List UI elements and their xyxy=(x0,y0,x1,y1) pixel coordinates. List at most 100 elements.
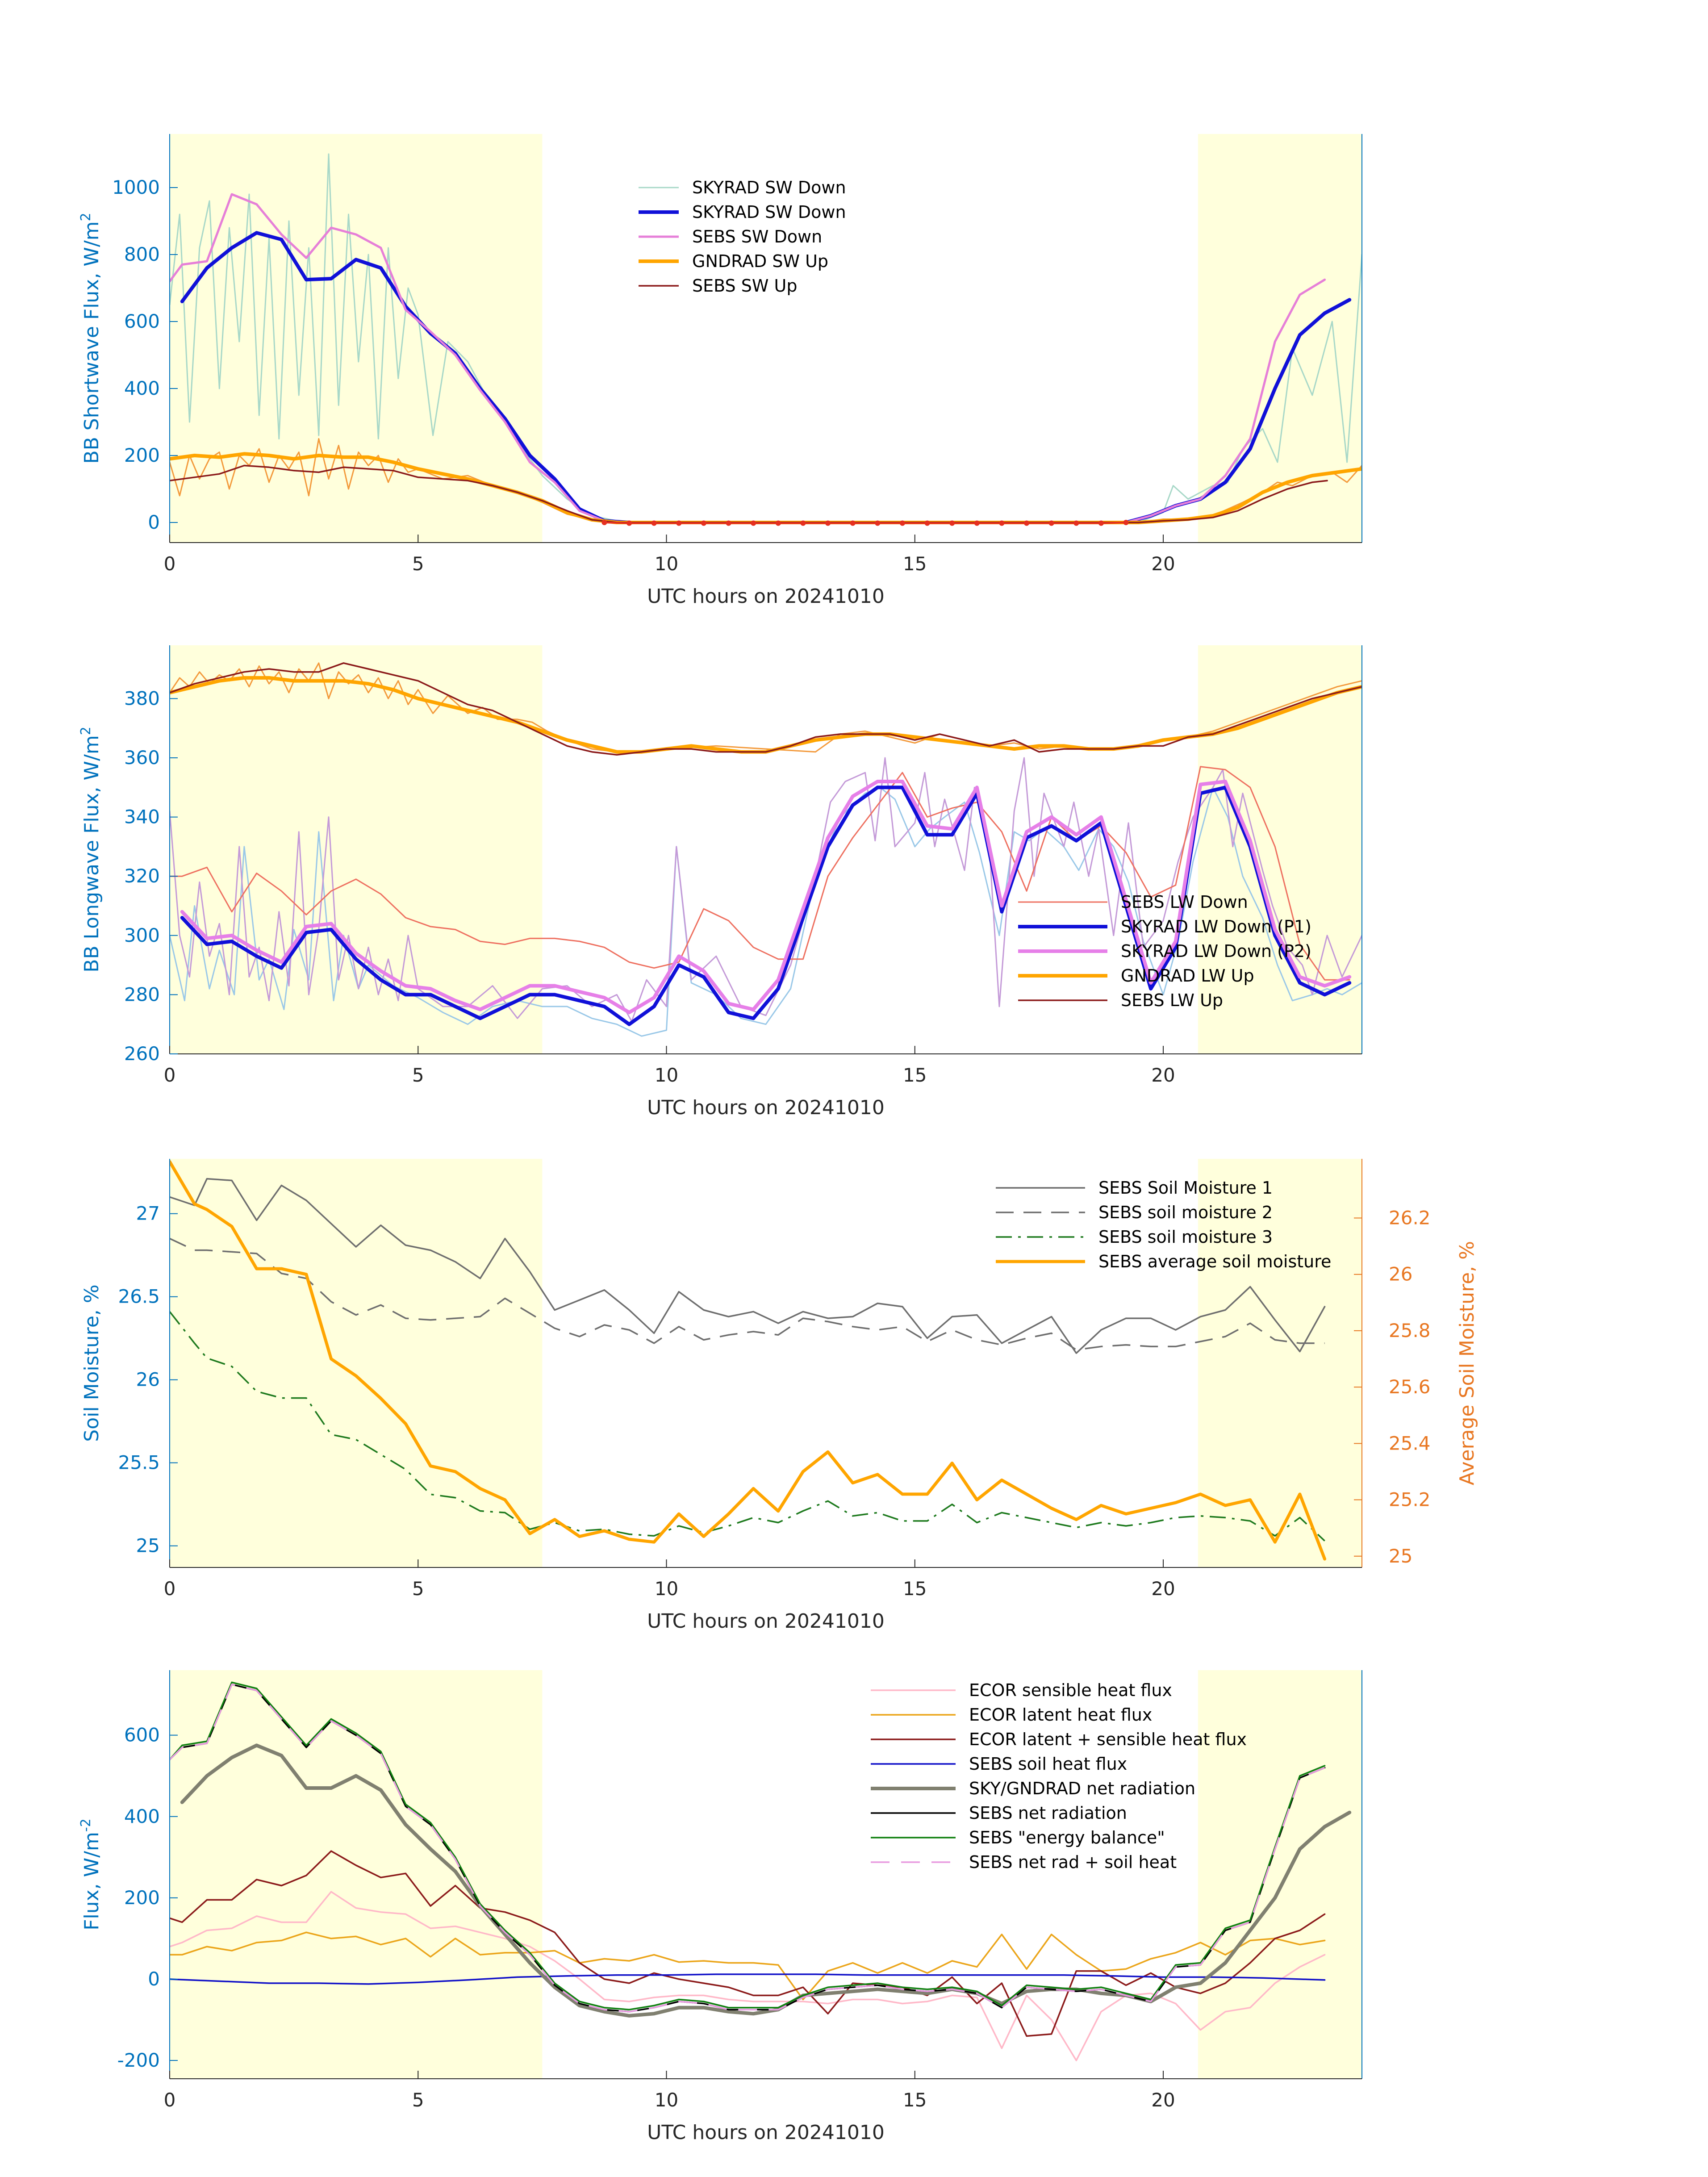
y-axis-label: BB Longwave Flux, W/m2 xyxy=(78,727,103,973)
y-tick-label: 27 xyxy=(136,1203,160,1224)
legend-label: SEBS net radiation xyxy=(969,1803,1127,1823)
y-tick-label: -200 xyxy=(117,2049,160,2071)
x-axis-label: UTC hours on 20241010 xyxy=(647,585,885,608)
legend-label: SEBS average soil moisture xyxy=(1098,1252,1331,1271)
legend-label: SEBS soil heat flux xyxy=(969,1754,1127,1774)
data-point-marker xyxy=(825,520,831,526)
legend-label: SKYRAD SW Down xyxy=(692,178,846,197)
legend-label: SEBS net rad + soil heat xyxy=(969,1852,1177,1872)
y-tick-label: 26 xyxy=(136,1369,160,1391)
y-tick-label: 25.5 xyxy=(118,1452,160,1474)
data-point-marker xyxy=(949,520,955,526)
y-tick-label: 300 xyxy=(124,924,160,946)
series-line-sebs-soil-moisture-2 xyxy=(170,1237,1325,1351)
x-tick-label: 20 xyxy=(1151,1064,1175,1086)
legend-label: SKY/GNDRAD net radiation xyxy=(969,1779,1195,1798)
y-tick-label: 26.5 xyxy=(118,1286,160,1308)
data-point-marker xyxy=(999,520,1005,526)
legend-label: GNDRAD SW Up xyxy=(692,251,828,271)
y-axis-label-superscript: -2 xyxy=(78,1818,94,1832)
x-tick-label: 0 xyxy=(164,1064,176,1086)
series-line-sebs-sw-up xyxy=(170,464,1328,523)
legend-label: SEBS soil moisture 2 xyxy=(1098,1203,1273,1222)
series-line-sebs-lw-down xyxy=(170,766,1350,981)
data-point-marker xyxy=(701,520,706,526)
night-shade-band xyxy=(170,1670,543,2079)
night-shade-band xyxy=(170,134,543,543)
y-right-tick-label: 26.2 xyxy=(1389,1207,1431,1229)
legend-label: SEBS "energy balance" xyxy=(969,1828,1165,1847)
x-tick-label: 10 xyxy=(655,553,678,575)
data-point-marker xyxy=(974,520,980,526)
data-point-marker xyxy=(1098,520,1104,526)
legend-label: SEBS LW Down xyxy=(1121,892,1248,912)
series-line-sebs-soil-moisture-3 xyxy=(170,1311,1325,1542)
y-right-tick-label: 25.4 xyxy=(1389,1432,1431,1454)
y-tick-label: 200 xyxy=(124,444,160,466)
plot-area xyxy=(170,153,1362,526)
y-axis-label-text: Soil Moisture, % xyxy=(80,1284,103,1442)
x-tick-label: 5 xyxy=(412,1064,424,1086)
x-tick-label: 0 xyxy=(164,553,176,575)
legend-label: SKYRAD LW Down (P2) xyxy=(1121,941,1311,961)
legend-label: SKYRAD LW Down (P1) xyxy=(1121,917,1311,936)
legend-label: SEBS LW Up xyxy=(1121,990,1223,1010)
night-shade-band xyxy=(1198,134,1362,543)
series-line-ecor-latent-heat-flux xyxy=(170,1931,1326,2001)
data-point-marker xyxy=(850,520,856,526)
x-tick-label: 15 xyxy=(903,553,927,575)
chart-panel-soil: 0 5 10 15 20 25 25.5 26 26.5 27 25 25.2 25.4 25.6 25.8… xyxy=(80,1159,1478,1633)
y-tick-label: 25 xyxy=(136,1535,160,1557)
y-axis-label-superscript: 2 xyxy=(78,213,94,221)
data-point-marker xyxy=(726,520,731,526)
x-tick-label: 20 xyxy=(1151,1578,1175,1600)
data-point-marker xyxy=(651,520,657,526)
x-tick-label: 15 xyxy=(903,1578,927,1600)
legend-label: GNDRAD LW Up xyxy=(1121,966,1254,986)
x-axis-label: UTC hours on 20241010 xyxy=(647,2121,885,2144)
plot-area xyxy=(170,662,1362,1037)
y-tick-label: 260 xyxy=(124,1043,160,1065)
x-tick-label: 15 xyxy=(903,2089,927,2111)
series-line-sebs-lw-up xyxy=(170,662,1362,756)
y-right-tick-label: 25.2 xyxy=(1389,1489,1431,1511)
x-tick-label: 10 xyxy=(655,2089,678,2111)
x-tick-label: 15 xyxy=(903,1064,927,1086)
series-line-sebs-net-rad-soil-heat xyxy=(170,1684,1325,2013)
y-tick-label: 1000 xyxy=(112,176,160,198)
y-tick-label: 0 xyxy=(148,511,160,533)
y-tick-label: 400 xyxy=(124,377,160,399)
series-line-sebs-soil-heat-flux xyxy=(170,1973,1326,1985)
x-tick-label: 5 xyxy=(412,1578,424,1600)
data-point-marker xyxy=(751,520,756,526)
series-line-ecor-latent-sensible-heat-flux xyxy=(170,1850,1326,2037)
data-point-marker xyxy=(1024,520,1030,526)
series-line-sebs-soil-moisture-1 xyxy=(170,1178,1326,1354)
y-right-tick-label: 25 xyxy=(1389,1545,1412,1567)
legend-label: SEBS soil moisture 3 xyxy=(1098,1227,1273,1247)
y-axis-label: Flux, W/m-2 xyxy=(78,1818,103,1930)
series-line-zero-marker xyxy=(603,522,1127,524)
series-line-skyrad-lw-down-p1- xyxy=(180,786,1352,1026)
legend-label: SEBS SW Down xyxy=(692,227,822,247)
legend-label: ECOR sensible heat flux xyxy=(969,1680,1172,1700)
y-axis-label-text: Flux, W/m xyxy=(80,1832,103,1930)
y-tick-label: 800 xyxy=(124,243,160,265)
y-right-axis-label: Average Soil Moisture, % xyxy=(1456,1241,1478,1485)
plot-area xyxy=(170,1160,1327,1561)
data-point-marker xyxy=(1073,520,1079,526)
y-axis-label-text: BB Longwave Flux, W/m xyxy=(80,735,103,973)
y-axis-label-superscript: 2 xyxy=(78,727,94,735)
y-tick-label: 280 xyxy=(124,983,160,1005)
y-tick-label: 600 xyxy=(124,310,160,332)
y-tick-label: 320 xyxy=(124,865,160,887)
data-point-marker xyxy=(601,520,607,525)
data-point-marker xyxy=(800,520,806,526)
legend-label: SKYRAD SW Down xyxy=(692,202,846,222)
data-point-marker xyxy=(1123,520,1129,525)
data-point-marker xyxy=(676,520,682,526)
x-tick-label: 5 xyxy=(412,553,424,575)
series-line-sky-gndrad-net-radiation xyxy=(180,1743,1352,2018)
plot-area xyxy=(170,1681,1352,2061)
